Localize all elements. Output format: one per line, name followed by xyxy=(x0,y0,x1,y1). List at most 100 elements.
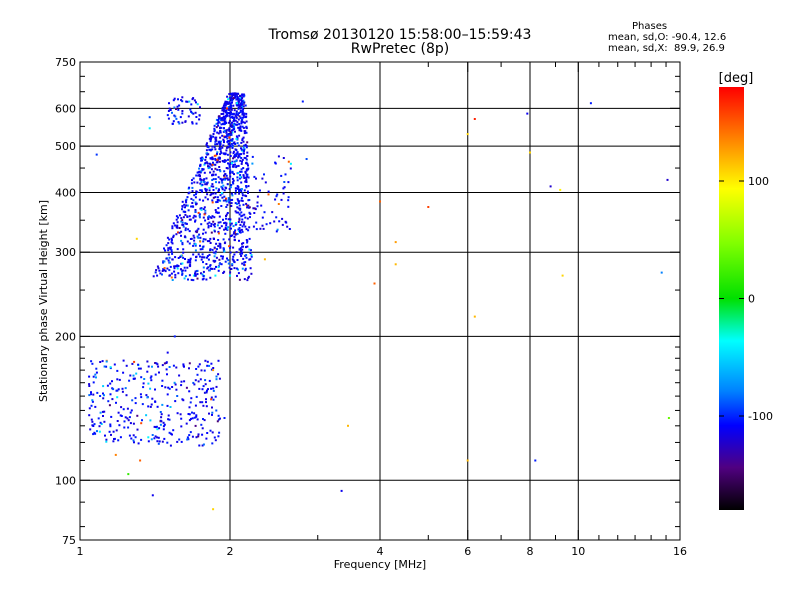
data-point xyxy=(241,199,244,202)
data-point xyxy=(171,225,174,228)
data-point xyxy=(160,416,163,419)
data-point xyxy=(230,205,233,207)
data-point xyxy=(245,239,248,241)
data-point xyxy=(227,128,230,131)
data-point xyxy=(249,212,252,215)
data-point xyxy=(168,431,171,434)
data-point xyxy=(193,181,196,184)
data-point xyxy=(561,274,564,277)
data-point xyxy=(241,192,244,195)
data-point xyxy=(245,120,248,123)
data-point xyxy=(177,272,180,275)
data-point xyxy=(156,440,159,443)
data-point xyxy=(202,270,205,273)
data-point xyxy=(239,125,242,128)
data-point xyxy=(223,222,226,225)
data-point xyxy=(239,170,242,173)
data-point xyxy=(234,143,237,145)
data-point xyxy=(134,436,137,439)
data-point xyxy=(181,205,184,208)
data-point xyxy=(108,430,111,433)
data-point xyxy=(211,183,214,186)
data-point xyxy=(231,121,233,124)
data-point xyxy=(231,131,234,134)
data-point xyxy=(199,236,202,239)
data-point xyxy=(226,140,229,143)
data-point xyxy=(238,129,241,132)
data-point xyxy=(199,175,201,177)
data-point xyxy=(127,419,130,422)
data-point xyxy=(212,170,215,173)
data-point xyxy=(271,211,274,214)
data-point xyxy=(208,166,211,169)
data-point xyxy=(215,265,217,268)
data-point xyxy=(189,257,192,260)
data-point xyxy=(231,264,234,267)
data-point xyxy=(244,225,247,228)
data-point xyxy=(276,228,279,231)
data-point xyxy=(236,198,239,201)
data-point xyxy=(226,101,229,104)
data-point xyxy=(240,197,243,200)
data-point xyxy=(167,110,170,112)
data-point xyxy=(240,141,243,144)
data-point xyxy=(224,104,227,107)
data-point xyxy=(231,194,234,197)
data-point xyxy=(161,273,163,276)
data-point xyxy=(140,438,143,441)
data-point xyxy=(222,144,225,147)
data-point xyxy=(184,275,187,278)
data-point xyxy=(213,127,216,130)
data-point xyxy=(232,255,235,258)
data-point xyxy=(252,207,255,210)
data-point xyxy=(185,222,188,225)
data-point xyxy=(184,258,186,260)
data-point xyxy=(232,225,235,228)
data-point xyxy=(178,231,181,234)
data-point xyxy=(225,130,228,133)
data-point xyxy=(256,201,259,204)
data-point xyxy=(140,376,143,379)
data-point xyxy=(204,196,207,199)
data-point xyxy=(205,437,208,440)
data-point xyxy=(197,253,200,256)
data-point xyxy=(248,199,251,201)
data-point xyxy=(240,168,243,171)
data-point xyxy=(225,222,228,225)
data-point xyxy=(235,110,238,113)
data-point xyxy=(134,402,137,405)
data-point xyxy=(222,247,225,250)
data-point xyxy=(236,123,239,126)
data-point xyxy=(241,137,244,140)
data-point xyxy=(223,159,226,162)
data-point xyxy=(151,434,154,436)
data-point xyxy=(167,249,170,252)
data-point xyxy=(239,247,242,250)
data-point xyxy=(169,432,172,435)
data-point xyxy=(194,249,197,252)
data-point xyxy=(248,211,251,214)
data-point xyxy=(181,243,184,246)
data-point xyxy=(236,179,239,182)
data-point xyxy=(194,274,197,277)
data-point xyxy=(226,95,229,98)
data-point xyxy=(222,199,225,202)
data-point xyxy=(113,363,116,366)
chart-subtitle: RwPretec (8p) xyxy=(350,41,450,57)
data-point xyxy=(201,253,204,256)
data-point xyxy=(246,245,249,248)
data-point xyxy=(305,158,308,160)
data-point xyxy=(187,278,189,281)
data-point xyxy=(116,396,119,399)
data-point xyxy=(218,258,221,261)
phase-stats-heading: Phases xyxy=(632,21,668,32)
data-point xyxy=(241,252,244,255)
data-point xyxy=(181,223,184,226)
data-point xyxy=(122,371,125,374)
data-point xyxy=(241,262,244,265)
data-point xyxy=(197,435,200,438)
data-point xyxy=(167,386,170,389)
data-point xyxy=(190,197,193,200)
data-point xyxy=(269,222,272,225)
